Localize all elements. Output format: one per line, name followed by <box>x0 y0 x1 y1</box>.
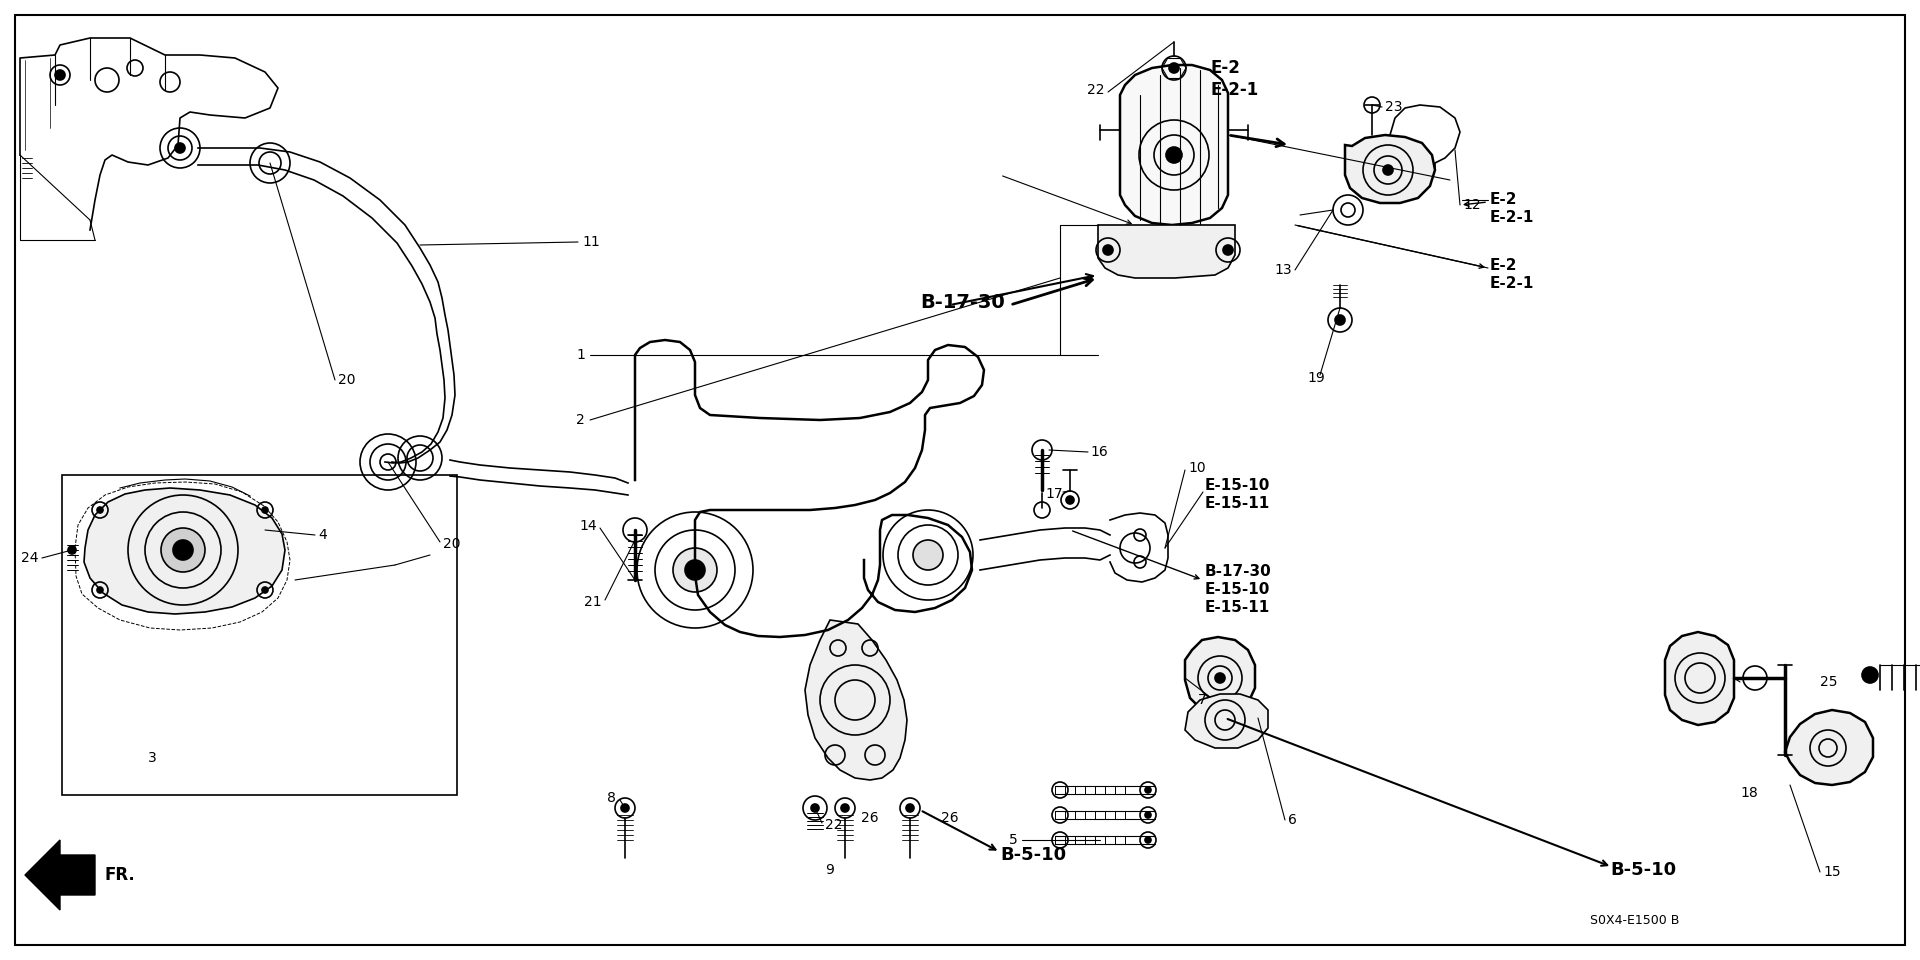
Polygon shape <box>1119 65 1229 225</box>
Circle shape <box>1169 63 1179 73</box>
Text: 9: 9 <box>826 863 835 877</box>
Polygon shape <box>25 840 94 910</box>
Circle shape <box>620 804 630 812</box>
Text: 6: 6 <box>1288 813 1296 827</box>
Text: E-2: E-2 <box>1490 257 1517 273</box>
Circle shape <box>98 507 104 513</box>
Circle shape <box>1334 315 1346 325</box>
Circle shape <box>56 70 65 80</box>
Circle shape <box>1144 787 1150 793</box>
Bar <box>61 475 457 795</box>
Text: E-2: E-2 <box>1210 59 1240 77</box>
Text: E-2: E-2 <box>1490 193 1517 207</box>
Circle shape <box>1066 496 1073 504</box>
Circle shape <box>261 587 269 593</box>
Circle shape <box>674 548 716 592</box>
Text: 3: 3 <box>148 751 156 765</box>
Text: 22: 22 <box>826 818 843 832</box>
Polygon shape <box>804 620 906 780</box>
Text: 20: 20 <box>338 373 355 387</box>
Text: E-15-10: E-15-10 <box>1206 583 1271 597</box>
Text: B-17-30: B-17-30 <box>1206 564 1271 580</box>
Text: 25: 25 <box>1820 675 1837 689</box>
Text: 20: 20 <box>444 537 461 551</box>
Text: 22: 22 <box>1087 83 1106 97</box>
Text: S0X4-E1500 B: S0X4-E1500 B <box>1590 914 1680 926</box>
Text: 26: 26 <box>941 811 958 825</box>
Circle shape <box>98 587 104 593</box>
Circle shape <box>906 804 914 812</box>
Text: 21: 21 <box>584 595 603 609</box>
Polygon shape <box>1346 135 1434 203</box>
Circle shape <box>67 546 77 554</box>
Text: E-2-1: E-2-1 <box>1490 276 1534 291</box>
Circle shape <box>175 143 184 153</box>
Polygon shape <box>1098 225 1235 278</box>
Text: 14: 14 <box>580 519 597 533</box>
Circle shape <box>173 540 194 560</box>
Circle shape <box>810 804 820 812</box>
Text: 7: 7 <box>1198 693 1208 707</box>
Text: 16: 16 <box>1091 445 1108 459</box>
Polygon shape <box>84 488 284 614</box>
Text: 2: 2 <box>576 413 586 427</box>
Text: 24: 24 <box>21 551 38 565</box>
Polygon shape <box>1786 710 1874 785</box>
Text: 23: 23 <box>1384 100 1402 114</box>
Text: 13: 13 <box>1275 263 1292 277</box>
Text: B-5-10: B-5-10 <box>1611 861 1676 879</box>
Text: 15: 15 <box>1822 865 1841 879</box>
Text: 1: 1 <box>576 348 586 362</box>
Circle shape <box>161 528 205 572</box>
Text: 11: 11 <box>582 235 599 249</box>
Circle shape <box>261 507 269 513</box>
Polygon shape <box>1185 637 1256 715</box>
Text: E-2-1: E-2-1 <box>1210 81 1258 99</box>
Text: 5: 5 <box>1010 833 1018 847</box>
Circle shape <box>1862 667 1878 683</box>
Text: 26: 26 <box>862 811 879 825</box>
Text: E-15-10: E-15-10 <box>1206 477 1271 492</box>
Circle shape <box>1382 165 1394 175</box>
Text: E-15-11: E-15-11 <box>1206 495 1271 511</box>
Circle shape <box>1223 245 1233 255</box>
Circle shape <box>914 540 943 570</box>
Circle shape <box>1102 245 1114 255</box>
Text: B-17-30: B-17-30 <box>920 293 1004 311</box>
Circle shape <box>1165 147 1183 163</box>
Circle shape <box>1144 812 1150 818</box>
Text: B-5-10: B-5-10 <box>1000 846 1066 864</box>
Circle shape <box>1144 837 1150 843</box>
Polygon shape <box>1665 632 1734 725</box>
Polygon shape <box>1185 694 1267 748</box>
Text: 18: 18 <box>1740 786 1757 800</box>
Circle shape <box>1215 673 1225 683</box>
Text: E-15-11: E-15-11 <box>1206 601 1271 615</box>
Text: E-2-1: E-2-1 <box>1490 210 1534 226</box>
Text: 12: 12 <box>1463 198 1480 212</box>
Circle shape <box>685 560 705 580</box>
Text: 8: 8 <box>607 791 616 805</box>
Text: 4: 4 <box>319 528 326 542</box>
Text: FR.: FR. <box>106 866 136 884</box>
Text: 17: 17 <box>1044 487 1064 501</box>
Text: 10: 10 <box>1188 461 1206 475</box>
Circle shape <box>841 804 849 812</box>
Text: 19: 19 <box>1308 371 1325 385</box>
